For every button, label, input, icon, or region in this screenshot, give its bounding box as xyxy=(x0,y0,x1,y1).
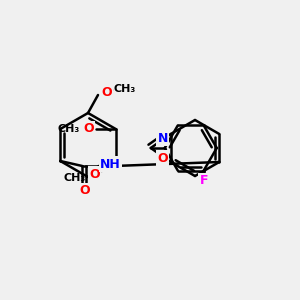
Text: O: O xyxy=(89,167,100,181)
Text: CH₃: CH₃ xyxy=(114,84,136,94)
Text: NH: NH xyxy=(100,158,121,170)
Text: O: O xyxy=(101,86,112,100)
Text: CH₃: CH₃ xyxy=(58,124,80,134)
Text: CH₃: CH₃ xyxy=(64,173,86,183)
Text: N: N xyxy=(158,131,168,145)
Text: O: O xyxy=(158,152,168,164)
Text: F: F xyxy=(200,174,208,187)
Text: O: O xyxy=(79,184,90,197)
Text: O: O xyxy=(83,122,94,136)
